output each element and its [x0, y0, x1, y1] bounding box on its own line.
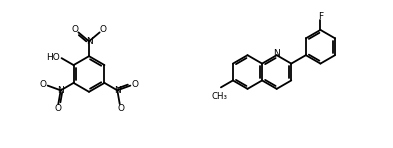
- Text: O: O: [54, 104, 61, 113]
- Text: N: N: [57, 86, 64, 95]
- Text: O: O: [99, 25, 107, 34]
- Text: N: N: [273, 49, 280, 58]
- Text: F: F: [318, 12, 323, 21]
- Text: CH₃: CH₃: [212, 92, 228, 101]
- Text: O: O: [117, 104, 124, 113]
- Text: O: O: [40, 80, 47, 89]
- Text: O: O: [72, 25, 79, 34]
- Text: N: N: [86, 37, 92, 46]
- Text: N: N: [114, 86, 121, 95]
- Text: O: O: [131, 80, 138, 89]
- Text: HO: HO: [46, 53, 60, 62]
